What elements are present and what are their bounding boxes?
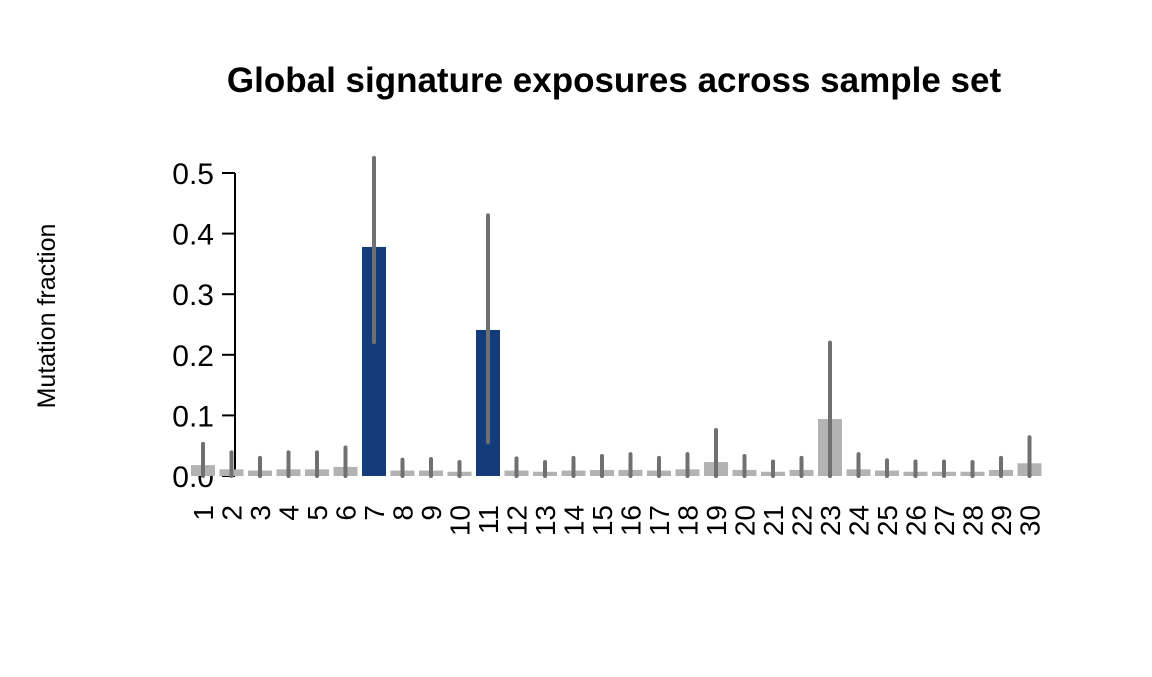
y-tick-label: 0.2: [172, 340, 214, 373]
x-tick-label: 17: [644, 505, 675, 536]
x-tick-label: 2: [217, 505, 248, 521]
x-tick-label: 22: [787, 505, 818, 536]
x-tick-label: 15: [587, 505, 618, 536]
x-tick-label: 29: [986, 505, 1017, 536]
x-tick-label: 4: [274, 505, 305, 521]
x-tick-label: 1: [188, 505, 219, 521]
x-tick-label: 8: [388, 505, 419, 521]
chart-title: Global signature exposures across sample…: [227, 61, 1002, 100]
x-tick-label: 5: [302, 505, 333, 521]
x-tick-labels: 1234567891011121314151617181920212223242…: [188, 505, 1046, 536]
y-axis: 0.00.10.20.30.40.5: [172, 158, 236, 494]
x-tick-label: 21: [758, 505, 789, 536]
y-tick-label: 0.4: [172, 219, 214, 252]
x-tick-label: 28: [958, 505, 989, 536]
x-tick-label: 3: [245, 505, 276, 521]
x-tick-label: 26: [901, 505, 932, 536]
error-bars: [201, 155, 1032, 478]
x-tick-label: 12: [502, 505, 533, 536]
bars: [191, 246, 1042, 476]
x-tick-label: 14: [559, 505, 590, 536]
y-axis-label: Mutation fraction: [33, 224, 61, 409]
x-tick-label: 24: [844, 505, 875, 536]
x-tick-label: 18: [673, 505, 704, 536]
x-tick-label: 13: [530, 505, 561, 536]
x-tick-label: 16: [616, 505, 647, 536]
x-tick-label: 25: [872, 505, 903, 536]
x-tick-label: 11: [473, 505, 504, 534]
x-tick-label: 19: [701, 505, 732, 536]
x-tick-label: 10: [445, 505, 476, 536]
x-tick-label: 9: [416, 505, 447, 521]
y-tick-label: 0.1: [172, 400, 214, 433]
x-tick-label: 20: [730, 505, 761, 536]
y-tick-label: 0.3: [172, 279, 214, 312]
x-tick-label: 30: [1015, 505, 1046, 536]
x-tick-label: 27: [929, 505, 960, 536]
x-tick-label: 6: [331, 505, 362, 521]
x-tick-label: 23: [815, 505, 846, 536]
y-tick-label: 0.5: [172, 158, 214, 191]
x-tick-label: 7: [359, 505, 390, 521]
